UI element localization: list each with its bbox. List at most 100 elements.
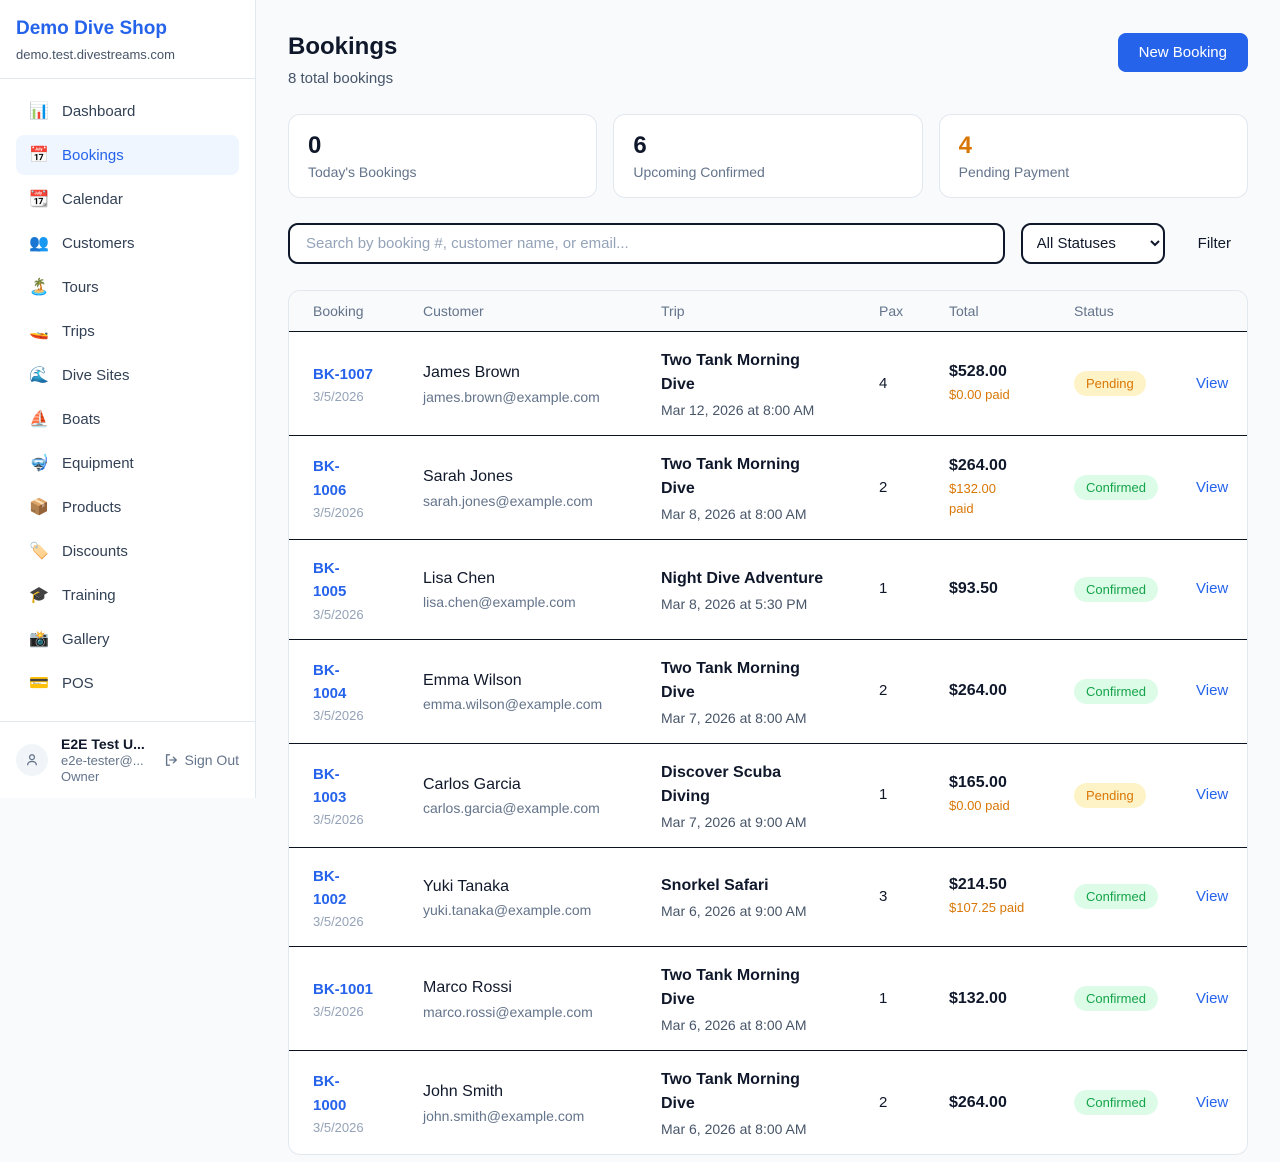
sidebar-item-gallery[interactable]: 📸 Gallery bbox=[16, 619, 239, 659]
trip-date: Mar 6, 2026 at 8:00 AM bbox=[661, 1121, 807, 1137]
view-link[interactable]: View bbox=[1196, 478, 1229, 496]
table-row: BK-1004 3/5/2026 Emma Wilson emma.wilson… bbox=[289, 638, 1247, 743]
column-header-pax: Pax bbox=[863, 291, 933, 332]
sidebar-item-calendar[interactable]: 📆 Calendar bbox=[16, 179, 239, 219]
booking-date: 3/5/2026 bbox=[313, 1119, 364, 1135]
view-link[interactable]: View bbox=[1196, 580, 1229, 598]
total-amount: $165.00 bbox=[949, 774, 1007, 792]
bookings-table-card: Booking Customer Trip Pax Total Status B… bbox=[288, 290, 1248, 1155]
booking-number-link[interactable]: BK-1004 bbox=[313, 661, 347, 702]
customer-name: Sarah Jones bbox=[423, 468, 513, 486]
paid-amount: $132.00 paid bbox=[949, 481, 996, 516]
boats-icon: ⛵ bbox=[29, 411, 49, 428]
stat-card-todays-bookings: 0 Today's Bookings bbox=[288, 114, 598, 198]
sidebar-item-trips[interactable]: 🚤 Trips bbox=[16, 311, 239, 351]
trip-name: Discover Scuba Diving bbox=[661, 763, 782, 805]
shop-header: Demo Dive Shop demo.test.divestreams.com bbox=[0, 0, 255, 79]
shop-domain: demo.test.divestreams.com bbox=[16, 47, 175, 62]
tours-icon: 🏝️ bbox=[29, 279, 49, 296]
customer-name: John Smith bbox=[423, 1083, 504, 1101]
customer-email: marco.rossi@example.com bbox=[423, 1003, 593, 1020]
booking-number-link[interactable]: BK-1002 bbox=[313, 867, 347, 908]
table-row: BK-1007 3/5/2026 James Brown james.brown… bbox=[289, 332, 1247, 436]
view-link[interactable]: View bbox=[1196, 786, 1229, 803]
sidebar-item-dashboard[interactable]: 📊 Dashboard bbox=[16, 91, 239, 131]
customer-name: James Brown bbox=[423, 364, 520, 382]
training-icon: 🎓 bbox=[29, 587, 49, 604]
customer-name: Carlos Garcia bbox=[423, 775, 521, 793]
trip-date: Mar 6, 2026 at 8:00 AM bbox=[661, 1017, 807, 1033]
view-link[interactable]: View bbox=[1196, 989, 1229, 1007]
user-role: Owner bbox=[61, 769, 100, 784]
pax-count: 3 bbox=[879, 887, 888, 905]
status-badge: Confirmed bbox=[1074, 986, 1158, 1011]
sidebar-item-pos[interactable]: 💳 POS bbox=[16, 663, 239, 703]
booking-number-link[interactable]: BK-1005 bbox=[313, 560, 347, 601]
sidebar-item-label: Customers bbox=[62, 234, 135, 252]
customer-name: Marco Rossi bbox=[423, 979, 512, 997]
table-row: BK-1001 3/5/2026 Marco Rossi marco.rossi… bbox=[289, 946, 1247, 1051]
view-link[interactable]: View bbox=[1196, 887, 1229, 905]
sidebar-item-tours[interactable]: 🏝️ Tours bbox=[16, 267, 239, 307]
customer-name: Lisa Chen bbox=[423, 570, 496, 588]
total-amount: $264.00 bbox=[949, 682, 1007, 699]
customers-icon: 👥 bbox=[29, 235, 49, 252]
pax-count: 1 bbox=[879, 989, 888, 1007]
sign-out-label: Sign Out bbox=[184, 752, 239, 768]
stats-row: 0 Today's Bookings 6 Upcoming Confirmed … bbox=[288, 114, 1248, 198]
booking-number-link[interactable]: BK-1006 bbox=[313, 458, 347, 499]
filter-label[interactable]: Filter bbox=[1197, 235, 1231, 252]
view-link[interactable]: View bbox=[1196, 682, 1229, 699]
booking-date: 3/5/2026 bbox=[313, 389, 364, 405]
booking-number-link[interactable]: BK-1001 bbox=[313, 980, 374, 998]
gallery-icon: 📸 bbox=[29, 631, 49, 648]
total-amount: $528.00 bbox=[949, 362, 1007, 380]
customer-name: Emma Wilson bbox=[423, 671, 522, 689]
trip-date: Mar 7, 2026 at 8:00 AM bbox=[661, 709, 807, 726]
column-header-booking: Booking bbox=[289, 291, 407, 332]
sidebar-item-dive-sites[interactable]: 🌊 Dive Sites bbox=[16, 355, 239, 395]
view-link[interactable]: View bbox=[1196, 374, 1229, 392]
view-link[interactable]: View bbox=[1196, 1093, 1229, 1111]
status-badge: Confirmed bbox=[1074, 1090, 1158, 1115]
status-badge: Confirmed bbox=[1074, 884, 1158, 910]
table-header-row: Booking Customer Trip Pax Total Status bbox=[289, 291, 1247, 332]
table-row: BK-1005 3/5/2026 Lisa Chen lisa.chen@exa… bbox=[289, 539, 1247, 639]
sign-out-button[interactable]: Sign Out bbox=[163, 752, 239, 768]
sidebar-item-label: Trips bbox=[62, 322, 95, 340]
stat-card-upcoming-confirmed: 6 Upcoming Confirmed bbox=[613, 114, 923, 198]
sidebar-item-label: Gallery bbox=[62, 630, 110, 648]
booking-number-link[interactable]: BK-1003 bbox=[313, 765, 347, 806]
status-badge: Confirmed bbox=[1074, 678, 1158, 704]
sidebar-item-boats[interactable]: ⛵ Boats bbox=[16, 399, 239, 439]
table-row: BK-1002 3/5/2026 Yuki Tanaka yuki.tanaka… bbox=[289, 846, 1247, 947]
trip-date: Mar 6, 2026 at 9:00 AM bbox=[661, 903, 807, 920]
sidebar-item-training[interactable]: 🎓 Training bbox=[16, 575, 239, 615]
sidebar-item-bookings[interactable]: 📅 Bookings bbox=[16, 135, 239, 175]
equipment-icon: 🤿 bbox=[29, 455, 49, 472]
search-input[interactable] bbox=[288, 223, 1005, 264]
sidebar-item-label: Bookings bbox=[62, 146, 124, 164]
sidebar-item-label: Dashboard bbox=[62, 102, 136, 120]
sidebar-item-products[interactable]: 📦 Products bbox=[16, 487, 239, 527]
status-badge: Confirmed bbox=[1074, 576, 1158, 602]
trip-name: Two Tank Morning Dive bbox=[661, 352, 800, 393]
new-booking-button[interactable]: New Booking bbox=[1117, 33, 1248, 72]
sidebar-item-equipment[interactable]: 🤿 Equipment bbox=[16, 443, 239, 483]
status-badge: Pending bbox=[1074, 782, 1146, 808]
booking-date: 3/5/2026 bbox=[313, 504, 364, 520]
sidebar-item-label: Equipment bbox=[62, 454, 134, 472]
trip-date: Mar 8, 2026 at 5:30 PM bbox=[661, 595, 808, 612]
sidebar-item-discounts[interactable]: 🏷️ Discounts bbox=[16, 531, 239, 571]
sidebar: Demo Dive Shop demo.test.divestreams.com… bbox=[0, 0, 256, 798]
booking-number-link[interactable]: BK-1007 bbox=[313, 365, 374, 383]
stat-value: 6 bbox=[633, 132, 647, 159]
total-amount: $264.00 bbox=[949, 1093, 1007, 1111]
status-select[interactable]: All Statuses bbox=[1020, 223, 1165, 264]
booking-number-link[interactable]: BK-1000 bbox=[313, 1073, 347, 1114]
page-header: Bookings 8 total bookings New Booking bbox=[288, 33, 1248, 87]
sidebar-item-label: Boats bbox=[62, 410, 101, 428]
sidebar-item-customers[interactable]: 👥 Customers bbox=[16, 223, 239, 263]
status-badge: Confirmed bbox=[1074, 475, 1158, 500]
total-amount: $93.50 bbox=[949, 580, 998, 598]
